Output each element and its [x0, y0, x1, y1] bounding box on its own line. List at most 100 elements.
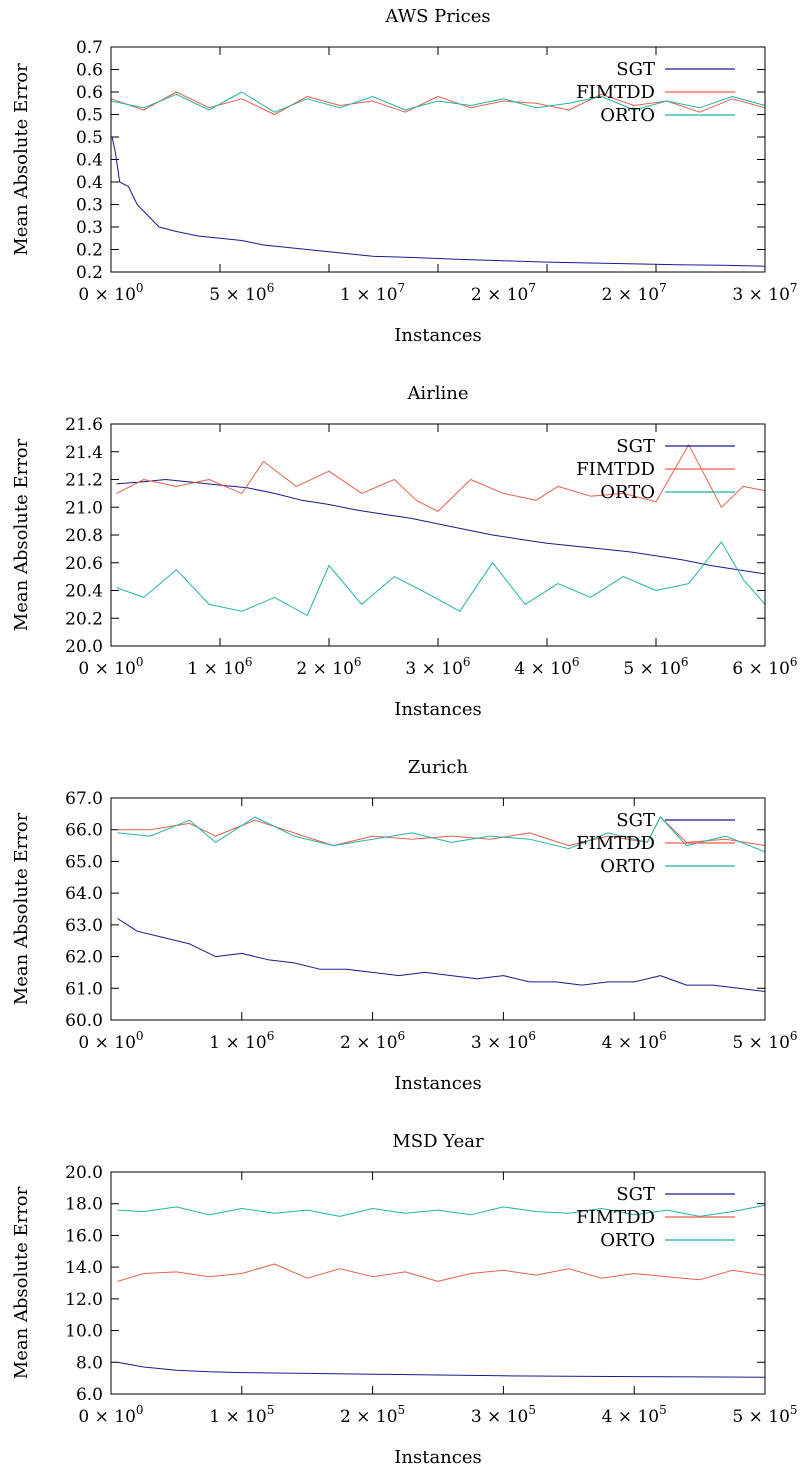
y-tick-label: 0.4 — [76, 173, 103, 193]
y-tick-label: 20.0 — [65, 1163, 103, 1183]
chart-title: MSD Year — [392, 1131, 484, 1152]
x-tick-label-exponent: 6 — [528, 1029, 536, 1043]
y-tick-label: 10.0 — [65, 1322, 103, 1342]
x-tick-label-base: 3 × 10 — [471, 1033, 529, 1053]
x-tick-label: 1 × 106 — [187, 655, 252, 679]
legend-label-sgt: SGT — [616, 1184, 655, 1205]
series-line-orto — [117, 816, 766, 853]
x-tick-label-exponent: 6 — [659, 1029, 667, 1043]
series-line-sgt — [117, 918, 766, 992]
x-tick-label-exponent: 6 — [572, 655, 580, 669]
x-tick-label-base: 4 × 10 — [514, 659, 572, 679]
x-tick-label-exponent: 5 — [790, 1403, 798, 1417]
x-tick-label-base: 0 × 10 — [78, 1033, 136, 1053]
y-axis-label: Mean Absolute Error — [11, 812, 32, 1005]
x-tick-label-base: 2 × 10 — [471, 285, 529, 305]
y-tick-label: 20.4 — [65, 582, 103, 602]
legend-label-fimtdd: FIMTDD — [576, 82, 655, 103]
y-tick-label: 20.6 — [65, 554, 103, 574]
x-tick-label-base: 2 × 10 — [602, 285, 660, 305]
x-tick-label-exponent: 7 — [790, 281, 798, 295]
series-line-sgt — [116, 479, 766, 575]
x-tick-label-base: 1 × 10 — [209, 1033, 267, 1053]
y-tick-label: 0.2 — [76, 241, 103, 261]
x-tick-label: 0 × 100 — [78, 655, 143, 679]
y-tick-label: 0.7 — [76, 38, 103, 58]
legend-label-sgt: SGT — [616, 810, 655, 831]
x-tick-label-base: 4 × 10 — [602, 1033, 660, 1053]
y-tick-label: 16.0 — [65, 1226, 103, 1246]
x-tick-label-exponent: 5 — [659, 1403, 667, 1417]
series-line-fimtdd — [110, 91, 766, 115]
x-tick-label-base: 6 × 10 — [732, 659, 790, 679]
x-tick-label-exponent: 7 — [659, 281, 667, 295]
x-tick-label: 5 × 106 — [732, 1029, 797, 1053]
legend-label-sgt: SGT — [616, 436, 655, 457]
series-line-sgt — [117, 1361, 766, 1378]
chart-panel-3: MSD Year 6.0 8.0 10.0 12.0 14.0 16.0 18.0 20.0 0 … — [11, 1131, 798, 1466]
plot-frame — [110, 797, 766, 1021]
x-tick-label-exponent: 7 — [398, 281, 406, 295]
x-axis-label: Instances — [394, 1447, 481, 1466]
x-tick-label-base: 5 × 10 — [732, 1033, 790, 1053]
y-axis-label: Mean Absolute Error — [11, 438, 32, 631]
chart-panel-2: Zurich 60.0 61.0 62.0 63.0 64.0 65.0 66.0 67.0 0 … — [11, 757, 798, 1094]
legend-label-orto: ORTO — [600, 1230, 655, 1251]
y-tick-label: 12.0 — [65, 1290, 103, 1310]
x-tick-label-base: 0 × 10 — [78, 285, 136, 305]
x-tick-label-base: 5 × 10 — [732, 1407, 790, 1427]
x-tick-label-base: 1 × 10 — [209, 1407, 267, 1427]
x-tick-label: 6 × 106 — [732, 655, 797, 679]
legend-label-fimtdd: FIMTDD — [576, 833, 655, 854]
x-tick-label-exponent: 5 — [398, 1403, 406, 1417]
y-tick-label: 21.2 — [65, 471, 103, 491]
x-tick-label-base: 1 × 10 — [187, 659, 245, 679]
x-tick-label: 2 × 107 — [471, 281, 536, 305]
y-tick-label: 62.0 — [65, 948, 103, 968]
y-tick-label: 18.0 — [65, 1195, 103, 1215]
series-line-sgt — [111, 136, 766, 267]
y-tick-label: 61.0 — [65, 979, 103, 999]
x-tick-label-base: 4 × 10 — [602, 1407, 660, 1427]
legend-label-orto: ORTO — [600, 105, 655, 126]
x-axis-label: Instances — [394, 325, 481, 346]
x-tick-label-base: 0 × 10 — [78, 659, 136, 679]
y-tick-label: 21.0 — [65, 498, 103, 518]
y-axis-label: Mean Absolute Error — [11, 1186, 32, 1379]
x-tick-label-base: 3 × 10 — [471, 1407, 529, 1427]
y-tick-label: 6.0 — [76, 1385, 103, 1405]
y-tick-label: 20.0 — [65, 637, 103, 657]
y-tick-label: 0.3 — [76, 218, 103, 238]
y-tick-label: 0.6 — [76, 83, 103, 103]
y-tick-label: 66.0 — [65, 821, 103, 841]
legend-label-fimtdd: FIMTDD — [576, 459, 655, 480]
y-tick-label: 21.6 — [65, 415, 103, 435]
x-tick-label-exponent: 6 — [245, 655, 253, 669]
y-tick-label: 20.2 — [65, 609, 103, 629]
x-tick-label-base: 3 × 10 — [732, 285, 790, 305]
x-tick-label: 0 × 100 — [78, 1029, 143, 1053]
y-tick-label: 63.0 — [65, 916, 103, 936]
y-tick-label: 8.0 — [76, 1353, 103, 1373]
x-tick-label-base: 5 × 10 — [209, 285, 267, 305]
series-line-orto — [116, 541, 766, 616]
y-tick-label: 0.5 — [76, 106, 103, 126]
x-tick-label-exponent: 0 — [136, 1403, 144, 1417]
x-tick-label-exponent: 0 — [136, 1029, 144, 1043]
legend-label-orto: ORTO — [600, 482, 655, 503]
y-axis-label: Mean Absolute Error — [11, 63, 32, 256]
x-tick-label: 1 × 107 — [340, 281, 405, 305]
x-tick-label: 2 × 106 — [296, 655, 361, 679]
x-axis-label: Instances — [394, 1073, 481, 1094]
x-tick-label-base: 0 × 10 — [78, 1407, 136, 1427]
y-tick-label: 64.0 — [65, 884, 103, 904]
x-tick-label-base: 2 × 10 — [340, 1407, 398, 1427]
y-tick-label: 60.0 — [65, 1011, 103, 1031]
y-tick-label: 0.5 — [76, 128, 103, 148]
x-tick-label-exponent: 0 — [136, 655, 144, 669]
x-tick-label-exponent: 7 — [528, 281, 536, 295]
x-tick-label-exponent: 6 — [398, 1029, 406, 1043]
x-tick-label-base: 2 × 10 — [340, 1033, 398, 1053]
plot-frame — [110, 423, 766, 647]
